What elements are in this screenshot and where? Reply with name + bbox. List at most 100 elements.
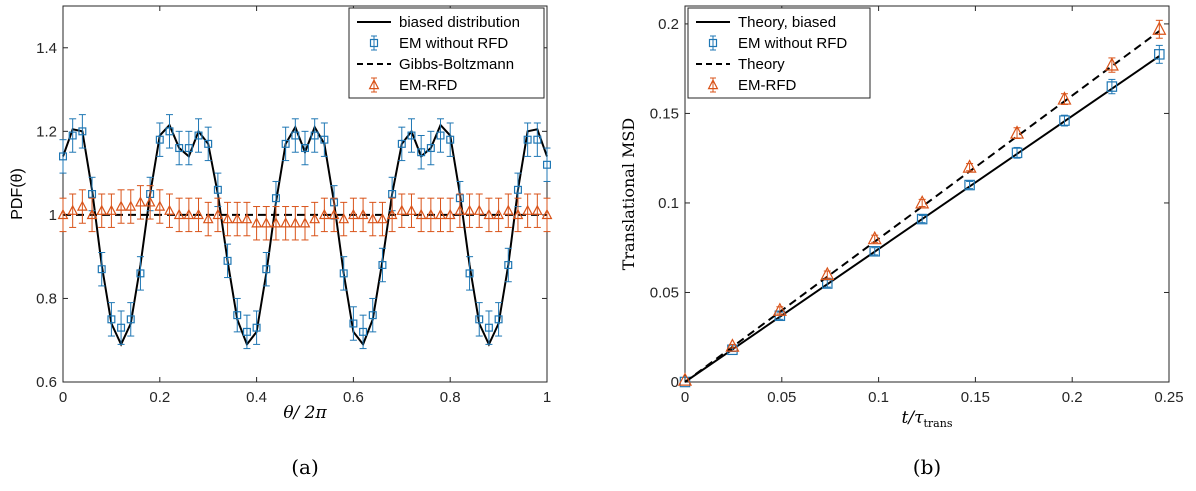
a-data-point (318, 208, 330, 220)
a-data-point (309, 212, 321, 224)
a-legend-label: Gibbs-Boltzmann (399, 56, 514, 73)
a-data-point (388, 190, 397, 199)
a-data-point (173, 208, 185, 220)
a-data-point (406, 204, 417, 215)
a-data-point (78, 127, 87, 136)
a-data-point (136, 269, 145, 278)
b-x-tick-label: 0.2 (1062, 389, 1083, 406)
b-data-point (1104, 57, 1119, 71)
a-legend-marker (369, 38, 379, 48)
a-legend-label: EM-RFD (399, 77, 457, 94)
a-x-tick-label: 0.8 (440, 389, 461, 406)
b-legend-label: EM without RFD (738, 35, 847, 52)
b-legend-label: Theory (738, 56, 785, 73)
a-data-point (348, 208, 359, 220)
a-data-point (291, 131, 300, 140)
xlabel-b: t/τtrans (902, 408, 953, 430)
a-data-point (475, 315, 484, 324)
a-x-tick-label: 0 (59, 389, 67, 406)
b-series-line (684, 30, 1160, 383)
b-y-tick-label: 0.15 (650, 105, 679, 122)
axis-ticks-b: 0 0.05 0.1 0.15 0.2 0.25 0 0.05 0.1 0.15 0.2 (650, 6, 1184, 406)
b-data-point (915, 195, 930, 209)
a-data-point (484, 323, 493, 332)
a-data-point (281, 139, 290, 148)
a-x-tick-label: 1 (543, 389, 551, 406)
a-data-point (338, 212, 350, 224)
a-data-point (194, 131, 203, 140)
a-data-point (115, 200, 127, 211)
b-data-point (867, 230, 882, 245)
a-data-point (417, 148, 426, 157)
a-data-point (204, 139, 213, 148)
panel-label-a: (a) (291, 455, 319, 479)
a-data-point (415, 208, 427, 220)
a-data-point (96, 204, 108, 215)
b-data-point (820, 266, 835, 281)
a-data-point (454, 204, 466, 215)
b-data-point (869, 246, 881, 257)
a-data-point (67, 204, 79, 215)
a-data-point (328, 208, 340, 220)
b-legend-label: EM-RFD (738, 77, 796, 94)
a-data-point (377, 212, 388, 224)
b-data-point (1152, 21, 1167, 35)
a-data-point (251, 217, 262, 228)
chart-panel-b: 0 0.05 0.1 0.15 0.2 0.25 0 0.05 0.1 0.15 0.2 Theor… (619, 5, 1184, 479)
a-x-tick-label: 0.6 (343, 389, 364, 406)
a-data-point (494, 315, 503, 324)
a-data-point (444, 208, 456, 220)
a-data-point (271, 194, 280, 203)
a-y-tick-label: 1 (49, 207, 57, 224)
a-data-point (483, 208, 495, 220)
a-data-point (270, 217, 282, 228)
b-x-tick-label: 0 (681, 389, 689, 406)
a-data-point (202, 212, 214, 224)
a-data-point (86, 208, 98, 220)
a-data-point (289, 217, 301, 228)
xlabel-b-main: t/τ (902, 408, 925, 428)
ylabel-b: Translational MSD (619, 118, 638, 270)
a-data-point (183, 208, 195, 220)
a-data-point (368, 311, 377, 320)
a-data-point (531, 204, 543, 215)
b-data-point (1154, 49, 1165, 60)
b-data-point (725, 338, 740, 352)
a-data-point (310, 131, 319, 140)
a-data-point (184, 144, 193, 153)
b-y-tick-label: 0.1 (658, 195, 679, 212)
legend-b: Theory, biased EM without RFD Theory EM-RFD (687, 7, 871, 99)
a-data-point (359, 327, 368, 336)
b-data-point (962, 159, 977, 173)
a-data-point (164, 204, 175, 215)
a-data-point (339, 269, 348, 278)
xlabel-a: θ/ 2π (283, 403, 327, 423)
a-data-point (231, 212, 243, 224)
b-x-tick-label: 0.05 (767, 389, 796, 406)
a-data-point (513, 185, 522, 194)
b-legend-marker (708, 38, 718, 48)
ylabel-a: PDF(θ) (9, 168, 26, 220)
a-data-point (349, 319, 358, 328)
a-data-point (523, 135, 532, 144)
a-data-point (407, 131, 416, 140)
a-data-point (155, 135, 164, 144)
a-y-tick-label: 0.8 (36, 290, 57, 307)
a-y-tick-label: 1.4 (36, 40, 57, 57)
a-data-point (213, 185, 222, 194)
a-data-point (125, 200, 137, 211)
a-data-point (154, 200, 166, 211)
a-data-point (241, 212, 253, 224)
a-legend-label: EM without RFD (399, 35, 508, 52)
a-y-tick-label: 0.6 (36, 374, 57, 391)
a-data-point (320, 135, 329, 144)
b-data-point (1106, 81, 1118, 92)
b-x-tick-label: 0.1 (868, 389, 889, 406)
b-series-2 (684, 30, 1160, 383)
a-data-point (280, 217, 292, 228)
a-series-3 (57, 185, 553, 241)
b-data-point (964, 179, 975, 191)
a-data-point (512, 208, 524, 220)
a-data-point (396, 204, 408, 215)
a-data-point (193, 208, 204, 220)
